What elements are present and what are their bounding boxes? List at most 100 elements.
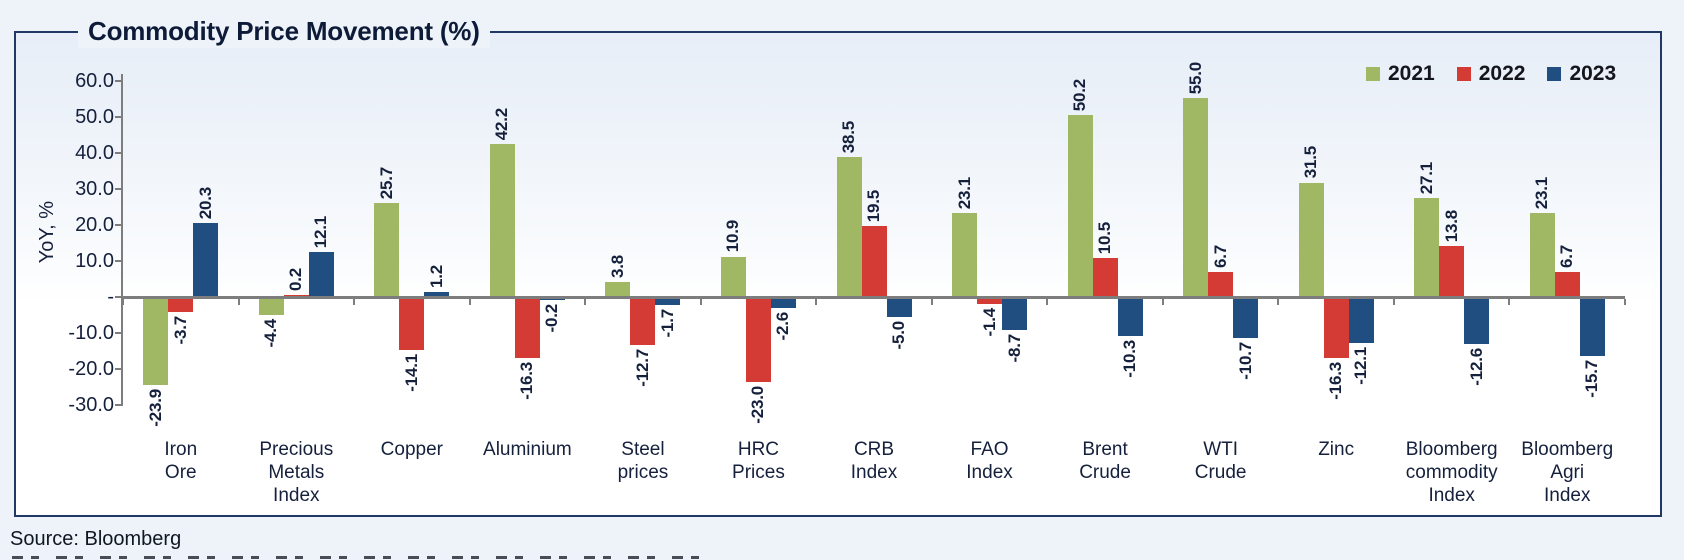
y-tick-label: -30.0 — [68, 394, 114, 416]
x-axis-tick — [1046, 299, 1049, 305]
bar-value-label: -10.3 — [1120, 340, 1140, 378]
category-label: Precious Metals Index — [259, 439, 334, 506]
y-tick-label: 50.0 — [75, 106, 114, 128]
x-axis-tick — [1277, 299, 1280, 305]
bar — [977, 299, 1003, 305]
x-axis-tick — [930, 299, 933, 305]
y-tick-label: -10.0 — [68, 322, 114, 344]
bar-value-label: 0.2 — [286, 268, 306, 292]
bar-value-label: -23.9 — [145, 389, 165, 427]
bar — [605, 282, 631, 296]
bar — [1233, 299, 1259, 338]
bar-value-label: 38.5 — [839, 121, 858, 154]
bar — [952, 212, 978, 296]
y-axis-tick — [115, 332, 121, 334]
y-tick-label: 40.0 — [75, 142, 114, 164]
category-label: FAO Index — [966, 439, 1013, 483]
clipped-text-line — [12, 556, 702, 559]
y-axis-tick — [115, 116, 121, 118]
legend-swatch-icon — [1456, 66, 1471, 81]
chart-legend: 2021 2022 2023 — [1366, 63, 1616, 84]
bar-value-label: -3.7 — [170, 316, 190, 345]
x-axis-tick — [237, 299, 240, 305]
bar-value-label: 19.5 — [864, 189, 883, 222]
category-label: WTI Crude — [1194, 439, 1247, 483]
bar — [1464, 299, 1490, 345]
bar — [1529, 212, 1555, 296]
y-axis-tick — [115, 224, 121, 226]
bar — [283, 295, 309, 297]
x-axis-line — [123, 296, 1625, 299]
bar-value-label: -12.6 — [1466, 348, 1486, 387]
y-axis-tick — [115, 296, 121, 298]
x-axis-tick — [1508, 299, 1511, 305]
source-note: Source: Bloomberg — [10, 528, 182, 550]
legend-item: 2021 — [1366, 63, 1435, 84]
bar — [770, 299, 796, 309]
bar — [1183, 98, 1209, 296]
bar — [1414, 198, 1440, 296]
y-axis-line — [121, 74, 123, 406]
legend-swatch-icon — [1366, 66, 1380, 81]
bar — [1092, 258, 1118, 296]
bar — [424, 291, 450, 296]
legend-swatch-icon — [1547, 66, 1562, 81]
category-label: Bloomberg commodity Index — [1405, 439, 1498, 506]
y-tick-label: 30.0 — [75, 178, 114, 200]
bar-value-label: 25.7 — [376, 167, 396, 200]
bar-value-label: -10.7 — [1235, 341, 1255, 380]
bar — [1579, 299, 1605, 356]
x-axis-tick — [353, 299, 356, 305]
bar — [655, 299, 681, 306]
bar-value-label: 55.0 — [1185, 61, 1205, 94]
x-axis-tick — [1392, 299, 1395, 305]
bar — [374, 203, 400, 296]
x-axis-tick — [122, 299, 124, 305]
y-tick-label: -20.0 — [68, 358, 114, 380]
bar — [193, 222, 219, 296]
bar-value-label: -15.7 — [1582, 359, 1602, 398]
category-label: Copper — [380, 439, 443, 460]
legend-label: 2021 — [1388, 62, 1435, 85]
bar-value-label: 10.5 — [1095, 221, 1115, 255]
bar-value-label: 13.8 — [1441, 210, 1461, 243]
bar-value-label: 3.8 — [607, 255, 627, 279]
bar-value-label: -16.3 — [1326, 361, 1346, 400]
bar-value-label: -5.0 — [889, 321, 908, 350]
category-label: Bloomberg Agri Index — [1521, 439, 1614, 506]
legend-item: 2023 — [1547, 63, 1616, 84]
y-axis-tick — [115, 152, 121, 154]
bar — [720, 256, 746, 296]
bar — [1554, 271, 1580, 296]
bar-value-label: 23.1 — [1532, 176, 1552, 209]
x-axis-tick — [1161, 299, 1164, 305]
bar — [168, 299, 194, 313]
bar-value-label: 42.2 — [492, 107, 512, 141]
chart-title: Commodity Price Movement (%) — [78, 14, 490, 48]
bar — [886, 299, 912, 317]
x-axis-tick — [699, 299, 702, 305]
bar-value-label: 10.9 — [723, 220, 743, 253]
bar — [1298, 182, 1324, 296]
bar — [539, 299, 565, 300]
bar — [489, 144, 515, 296]
bar-value-label: -1.4 — [979, 308, 999, 337]
category-label: Brent Crude — [1079, 439, 1131, 483]
legend-label: 2022 — [1478, 62, 1526, 85]
y-axis-tick — [115, 260, 121, 262]
legend-label: 2023 — [1569, 62, 1617, 85]
bar — [1117, 299, 1143, 337]
bar-value-label: 20.3 — [195, 186, 215, 219]
category-label: Iron Ore — [164, 439, 198, 483]
bar — [308, 252, 334, 296]
bar — [1348, 299, 1374, 343]
category-label: Steel prices — [617, 439, 669, 483]
bar — [1323, 299, 1349, 358]
bar-value-label: 31.5 — [1301, 146, 1321, 179]
y-tick-label: 10.0 — [75, 250, 114, 272]
bar — [836, 157, 862, 296]
category-label: CRB Index — [850, 439, 898, 483]
bar-value-label: -2.6 — [773, 312, 793, 341]
category-label: Aluminium — [483, 439, 572, 460]
bar — [143, 299, 169, 386]
